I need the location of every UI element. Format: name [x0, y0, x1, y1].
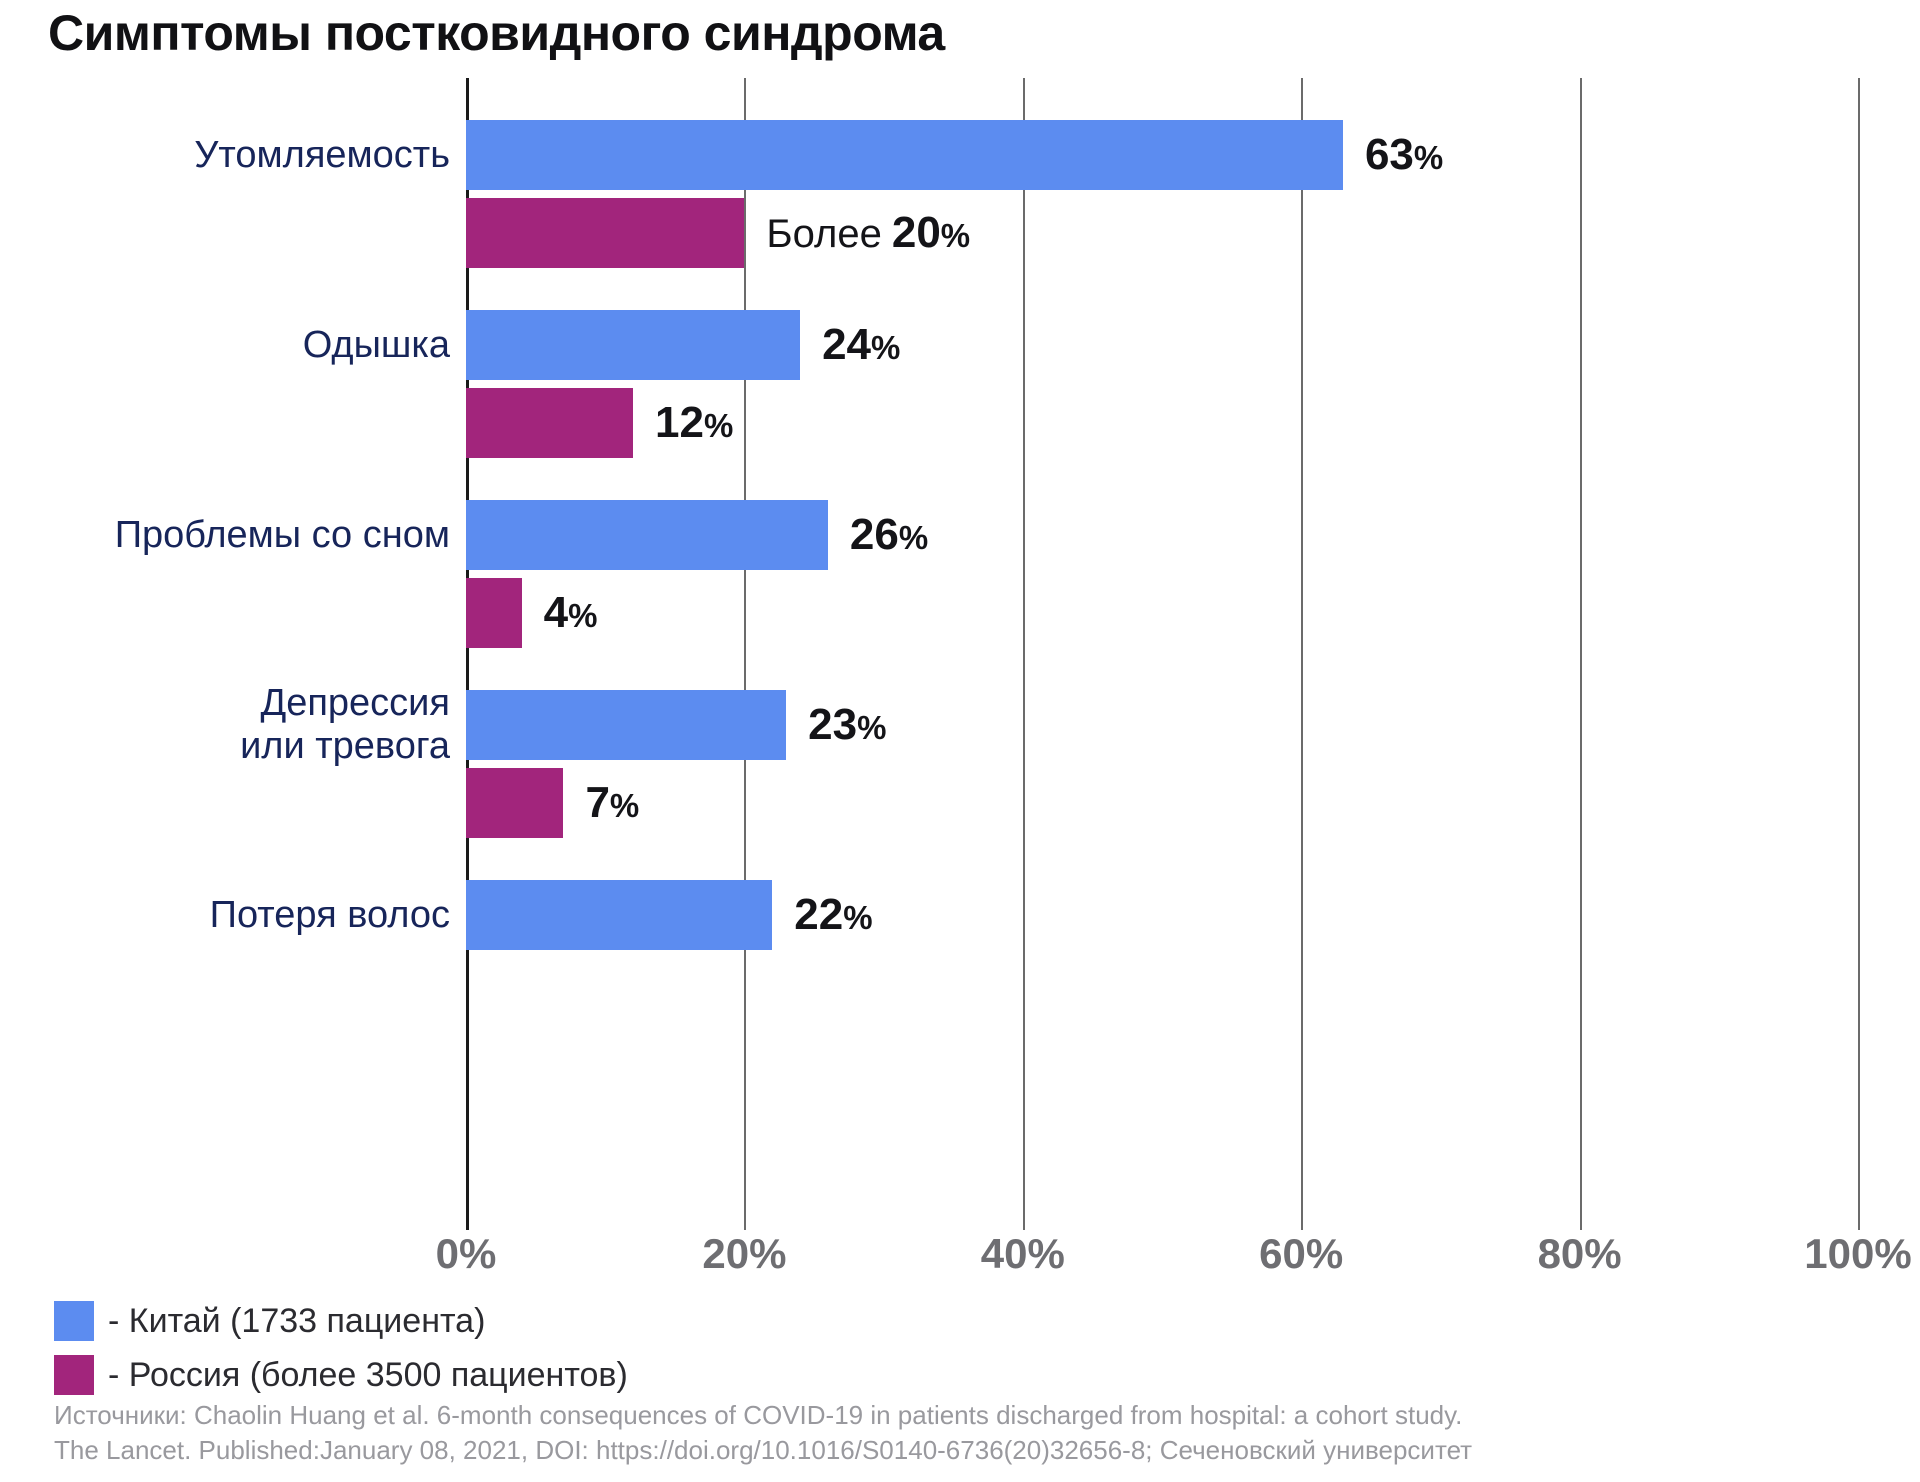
- bar-row-china: 23%: [466, 690, 886, 760]
- bar-value-label: 22%: [794, 893, 872, 937]
- category-label: Утомляемость: [194, 133, 450, 176]
- category-label: Одышка: [302, 323, 450, 366]
- source-line-2: The Lancet. Published:January 08, 2021, …: [54, 1434, 1473, 1465]
- bar-value-number: 26: [849, 510, 899, 559]
- category-label: Потеря волос: [209, 893, 450, 936]
- x-tick-label: 20%: [702, 1230, 787, 1277]
- bar-value-percent-sign: %: [609, 787, 640, 824]
- bar-china[interactable]: [466, 690, 787, 760]
- bar-row-russia: 12%: [466, 388, 733, 458]
- bar-value-label: 23%: [808, 703, 886, 747]
- legend: - Китай (1733 пациента) - Россия (более …: [54, 1298, 628, 1406]
- bar-russia[interactable]: [466, 768, 564, 838]
- bar-value-number: 7: [585, 778, 610, 827]
- bar-value-label: 26%: [850, 513, 928, 557]
- bar-value-number: 24: [822, 320, 872, 369]
- plot-area: 63% Более 20% 24% 12% 26% 4% 23% 7% 22%: [466, 78, 1860, 1230]
- bar-value-label: 7%: [585, 781, 639, 825]
- bar-value-percent-sign: %: [703, 407, 734, 444]
- gridline-20: [744, 78, 747, 1230]
- category-label: Депрессия или тревога: [240, 682, 450, 767]
- bar-value-number: 4: [543, 588, 569, 637]
- bar-value-percent-sign: %: [898, 519, 929, 556]
- bar-value-percent-sign: %: [1413, 139, 1444, 176]
- gridline-80: [1579, 78, 1582, 1230]
- bar-russia[interactable]: [466, 198, 745, 268]
- x-tick-label: 80%: [1537, 1230, 1622, 1277]
- bar-china[interactable]: [466, 880, 773, 950]
- bar-row-china: 63%: [466, 120, 1443, 190]
- bar-row-china: 26%: [466, 500, 928, 570]
- x-tick-label: 60%: [1259, 1230, 1344, 1277]
- bar-china[interactable]: [466, 500, 828, 570]
- bar-value-number: 22: [794, 890, 844, 939]
- source-line-1: Источники: Chaolin Huang et al. 6-month …: [54, 1400, 1463, 1430]
- bar-value-prefix: Более: [766, 212, 882, 256]
- bar-value-number: 12: [655, 398, 704, 447]
- category-label: Проблемы со сном: [114, 513, 450, 556]
- bar-value-label: Более 20%: [766, 211, 970, 255]
- legend-label-russia: - Россия (более 3500 пациентов): [108, 1355, 628, 1394]
- x-tick-label: 40%: [980, 1230, 1065, 1277]
- x-tick-label: 100%: [1804, 1230, 1912, 1277]
- bar-china[interactable]: [466, 120, 1343, 190]
- bar-value-number: 20: [891, 208, 941, 257]
- bar-value-label: 4%: [544, 591, 598, 635]
- bar-row-russia: Более 20%: [466, 198, 970, 268]
- gridline-0: [466, 78, 469, 1230]
- bar-value-label: 12%: [655, 401, 733, 445]
- gridline-60: [1301, 78, 1304, 1230]
- bar-value-label: 24%: [822, 323, 900, 367]
- bar-value-percent-sign: %: [871, 329, 901, 366]
- legend-swatch-china-icon: [54, 1301, 94, 1341]
- gridline-100: [1858, 78, 1860, 1230]
- legend-item-russia: - Россия (более 3500 пациентов): [54, 1352, 628, 1398]
- x-tick-label: 0%: [435, 1230, 497, 1277]
- legend-swatch-russia-icon: [54, 1355, 94, 1395]
- bar-value-percent-sign: %: [940, 217, 971, 254]
- bar-row-russia: 7%: [466, 768, 639, 838]
- bar-row-russia: 4%: [466, 578, 598, 648]
- bar-row-china: 24%: [466, 310, 900, 380]
- chart-title: Симптомы постковидного синдрома: [48, 5, 945, 61]
- bar-row-china: 22%: [466, 880, 873, 950]
- legend-item-china: - Китай (1733 пациента): [54, 1298, 628, 1344]
- bar-value-percent-sign: %: [843, 899, 873, 936]
- bar-value-percent-sign: %: [568, 597, 598, 634]
- bar-russia[interactable]: [466, 388, 634, 458]
- bar-value-percent-sign: %: [857, 709, 887, 746]
- bar-china[interactable]: [466, 310, 801, 380]
- gridline-40: [1022, 78, 1025, 1230]
- bar-value-number: 23: [808, 700, 858, 749]
- bar-russia[interactable]: [466, 578, 522, 648]
- legend-label-china: - Китай (1733 пациента): [108, 1301, 486, 1340]
- source-note: Источники: Chaolin Huang et al. 6-month …: [54, 1398, 1884, 1468]
- bar-value-number: 63: [1364, 130, 1414, 179]
- bar-value-label: 63%: [1365, 133, 1443, 177]
